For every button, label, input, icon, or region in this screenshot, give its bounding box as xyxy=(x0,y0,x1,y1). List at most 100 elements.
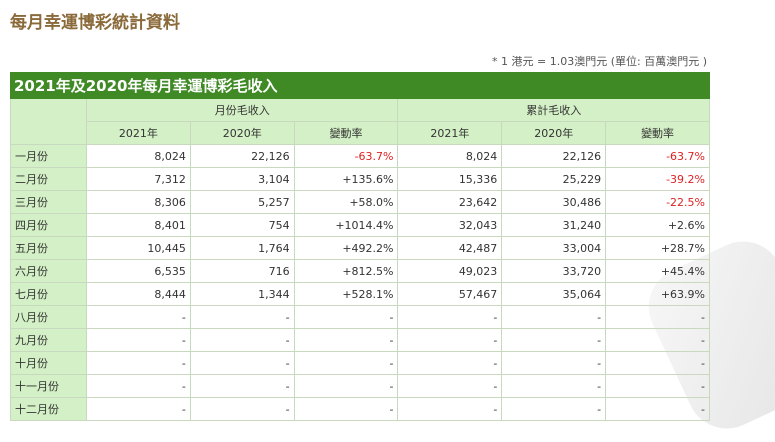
cell-value: 57,467 xyxy=(397,282,503,306)
cell-value: - xyxy=(605,397,710,421)
cell-value: - xyxy=(86,351,191,375)
col-change: 變動率 xyxy=(293,121,399,145)
cell-value: 8,024 xyxy=(397,144,503,168)
cell-value: - xyxy=(397,305,503,329)
cell-value: 22,126 xyxy=(189,144,295,168)
cell-value: - xyxy=(86,305,191,329)
unit-note: * 1 港元 = 1.03澳門元 (單位: 百萬澳門元 ) xyxy=(492,55,707,68)
cell-value: - xyxy=(501,328,607,352)
table-row: 六月份 6,535 716 +812.5% 49,023 33,720 +45.4% xyxy=(10,259,710,283)
cell-value: +28.7% xyxy=(605,236,710,260)
cell-value: -22.5% xyxy=(605,190,710,214)
table-row: 五月份 10,445 1,764 +492.2% 42,487 33,004 +28.7% xyxy=(10,236,710,260)
cell-value: - xyxy=(605,328,710,352)
cell-value: - xyxy=(605,305,710,329)
cell-value: - xyxy=(293,351,399,375)
cell-value: - xyxy=(293,397,399,421)
col-2021: 2021年 xyxy=(397,121,503,145)
month-label: 十一月份 xyxy=(10,374,87,398)
cell-value: 23,642 xyxy=(397,190,503,214)
table-row: 七月份 8,444 1,344 +528.1% 57,467 35,064 +63.9% xyxy=(10,282,710,306)
cell-value: - xyxy=(293,328,399,352)
cell-value: 32,043 xyxy=(397,213,503,237)
cell-value: +492.2% xyxy=(293,236,399,260)
col-2020: 2020年 xyxy=(501,121,607,145)
cell-value: -63.7% xyxy=(293,144,399,168)
table-row: 八月份 - - - - - - xyxy=(10,305,710,329)
cell-value: +135.6% xyxy=(293,167,399,191)
cell-value: - xyxy=(86,374,191,398)
cell-value: +2.6% xyxy=(605,213,710,237)
cell-value: - xyxy=(501,397,607,421)
cell-value: 22,126 xyxy=(501,144,607,168)
month-label: 七月份 xyxy=(10,282,87,306)
month-label: 六月份 xyxy=(10,259,87,283)
cell-value: +1014.4% xyxy=(293,213,399,237)
cell-value: 33,004 xyxy=(501,236,607,260)
table-row: 一月份 8,024 22,126 -63.7% 8,024 22,126 -63.7% xyxy=(10,144,710,168)
table-caption: 2021年及2020年每月幸運博彩毛收入 xyxy=(10,72,710,99)
month-label: 二月份 xyxy=(10,167,87,191)
cell-value: 30,486 xyxy=(501,190,607,214)
group-cumulative: 累計毛收入 xyxy=(397,98,710,122)
table-row: 十二月份 - - - - - - xyxy=(10,397,710,421)
cell-value: +45.4% xyxy=(605,259,710,283)
cell-value: - xyxy=(189,397,295,421)
month-label: 十二月份 xyxy=(10,397,87,421)
empty-header xyxy=(10,98,87,145)
cell-value: 1,344 xyxy=(189,282,295,306)
cell-value: 8,024 xyxy=(86,144,191,168)
cell-value: 8,401 xyxy=(86,213,191,237)
cell-value: - xyxy=(189,351,295,375)
cell-value: - xyxy=(501,351,607,375)
cell-value: 8,306 xyxy=(86,190,191,214)
month-label: 九月份 xyxy=(10,328,87,352)
cell-value: - xyxy=(501,305,607,329)
month-label: 三月份 xyxy=(10,190,87,214)
col-change: 變動率 xyxy=(605,121,710,145)
cell-value: - xyxy=(293,374,399,398)
cell-value: 49,023 xyxy=(397,259,503,283)
cell-value: - xyxy=(501,374,607,398)
cell-value: - xyxy=(397,374,503,398)
cell-value: - xyxy=(605,374,710,398)
cell-value: - xyxy=(86,328,191,352)
cell-value: - xyxy=(605,351,710,375)
cell-value: 754 xyxy=(189,213,295,237)
cell-value: -63.7% xyxy=(605,144,710,168)
cell-value: 5,257 xyxy=(189,190,295,214)
table-row: 二月份 7,312 3,104 +135.6% 15,336 25,229 -39.2% xyxy=(10,167,710,191)
cell-value: 15,336 xyxy=(397,167,503,191)
month-label: 一月份 xyxy=(10,144,87,168)
cell-value: +58.0% xyxy=(293,190,399,214)
col-2020: 2020年 xyxy=(189,121,295,145)
cell-value: - xyxy=(293,305,399,329)
table-row: 九月份 - - - - - - xyxy=(10,328,710,352)
cell-value: 31,240 xyxy=(501,213,607,237)
month-label: 十月份 xyxy=(10,351,87,375)
cell-value: - xyxy=(189,305,295,329)
cell-value: - xyxy=(397,351,503,375)
month-label: 五月份 xyxy=(10,236,87,260)
cell-value: - xyxy=(189,328,295,352)
revenue-table: 2021年及2020年每月幸運博彩毛收入 月份毛收入 累計毛收入 2021年 2… xyxy=(10,72,710,421)
cell-value: +812.5% xyxy=(293,259,399,283)
cell-value: 42,487 xyxy=(397,236,503,260)
month-label: 四月份 xyxy=(10,213,87,237)
col-2021: 2021年 xyxy=(86,121,191,145)
cell-value: +528.1% xyxy=(293,282,399,306)
table-row: 十一月份 - - - - - - xyxy=(10,374,710,398)
group-monthly: 月份毛收入 xyxy=(85,98,399,122)
cell-value: - xyxy=(397,397,503,421)
cell-value: -39.2% xyxy=(605,167,710,191)
cell-value: - xyxy=(397,328,503,352)
cell-value: +63.9% xyxy=(605,282,710,306)
cell-value: 33,720 xyxy=(501,259,607,283)
cell-value: 8,444 xyxy=(86,282,191,306)
month-label: 八月份 xyxy=(10,305,87,329)
cell-value: 716 xyxy=(189,259,295,283)
cell-value: - xyxy=(189,374,295,398)
cell-value: 6,535 xyxy=(86,259,191,283)
cell-value: 35,064 xyxy=(501,282,607,306)
cell-value: - xyxy=(86,397,191,421)
